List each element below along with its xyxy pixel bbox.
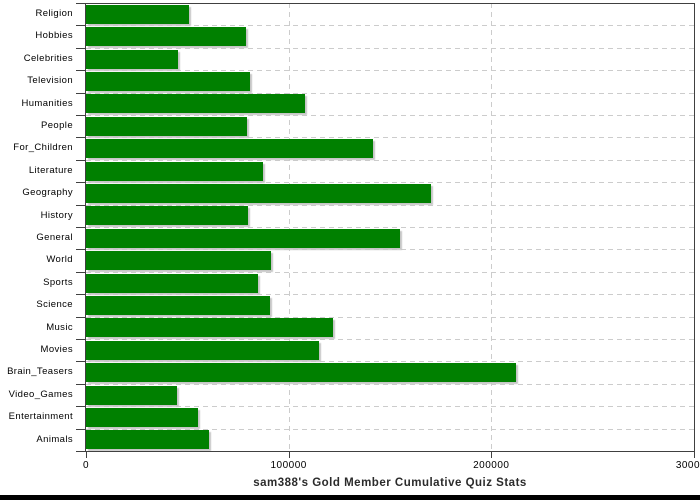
y-axis-tick <box>76 294 86 296</box>
category-label: People <box>41 120 73 131</box>
bar-religion <box>86 4 190 24</box>
y-axis-tick <box>76 339 86 340</box>
y-axis-tick <box>76 182 86 184</box>
y-axis-tick <box>76 249 86 251</box>
bar-literature <box>86 161 264 181</box>
bar-movies <box>86 340 320 360</box>
y-axis-tick <box>76 137 86 139</box>
category-label: General <box>36 232 73 243</box>
bar-history <box>86 206 249 226</box>
y-axis-tick <box>76 3 86 4</box>
horizontal-gridline <box>86 159 695 161</box>
y-axis-tick <box>76 383 86 385</box>
bar-video_games <box>86 385 178 405</box>
category-label: Animals <box>36 433 73 445</box>
horizontal-gridline <box>86 227 695 228</box>
y-axis-tick <box>76 227 86 228</box>
horizontal-gridline <box>86 316 695 318</box>
horizontal-gridline <box>86 182 695 184</box>
bar-entertainment <box>86 407 198 427</box>
x-axis-tick-label: 100000 <box>270 460 307 471</box>
category-label: Literature <box>28 164 73 176</box>
category-label: Religion <box>35 8 73 19</box>
x-axis-tick <box>86 452 87 458</box>
horizontal-gridline <box>86 406 695 408</box>
horizontal-gridline <box>86 383 695 385</box>
x-axis-tick-label: 0 <box>82 460 90 471</box>
y-axis-tick <box>76 204 86 206</box>
category-label: Entertainment <box>8 411 73 423</box>
category-label: Brain_Teasers <box>7 366 73 378</box>
category-label: History <box>40 209 73 221</box>
y-axis-tick <box>76 361 86 363</box>
y-axis-tick <box>76 451 86 452</box>
horizontal-gridline <box>86 70 695 72</box>
category-label: Celebrities <box>23 52 73 64</box>
x-axis-tick-label: 300000 <box>675 460 700 471</box>
y-axis-tick <box>76 47 86 49</box>
y-axis-tick <box>76 406 86 408</box>
horizontal-gridline <box>86 25 695 27</box>
bar-hobbies <box>86 27 247 47</box>
category-label: Science <box>36 299 73 311</box>
horizontal-gridline <box>86 249 695 251</box>
y-axis-tick <box>76 25 86 27</box>
x-axis-tick <box>288 452 290 458</box>
horizontal-gridline <box>86 271 695 273</box>
horizontal-gridline <box>86 47 695 49</box>
y-axis-tick <box>76 115 86 116</box>
plot-area <box>86 3 695 451</box>
footer-divider-bar <box>0 495 700 500</box>
x-axis-tick <box>694 452 695 458</box>
chart-title: sam388's Gold Member Cumulative Quiz Sta… <box>253 477 527 489</box>
y-axis-tick <box>76 428 86 430</box>
horizontal-gridline <box>86 115 695 116</box>
horizontal-gridline <box>86 204 695 206</box>
y-axis-tick <box>76 316 86 318</box>
bar-brain_teasers <box>86 363 516 383</box>
category-label: Movies <box>40 344 73 355</box>
horizontal-gridline <box>86 137 695 139</box>
bar-people <box>86 116 248 136</box>
x-axis-tick-label: 200000 <box>473 460 510 471</box>
horizontal-gridline <box>86 428 695 430</box>
bar-for_children <box>86 139 373 159</box>
bar-general <box>86 228 401 248</box>
bar-geography <box>86 183 431 203</box>
horizontal-gridline <box>86 92 695 94</box>
y-axis-tick <box>76 159 86 161</box>
bar-world <box>86 251 272 271</box>
bar-sports <box>86 273 259 293</box>
bar-celebrities <box>86 49 179 69</box>
category-label: Video_Games <box>8 388 73 400</box>
category-label: Music <box>46 321 73 333</box>
bar-humanities <box>86 94 305 114</box>
bar-animals <box>86 430 209 450</box>
bar-science <box>86 295 271 315</box>
y-axis-tick <box>76 92 86 94</box>
category-label: Hobbies <box>35 30 73 42</box>
category-label: World <box>46 254 73 266</box>
category-label: Geography <box>22 187 73 199</box>
x-axis-tick <box>491 452 493 458</box>
bar-music <box>86 318 334 338</box>
y-axis-tick <box>76 271 86 273</box>
category-label: For_Children <box>13 142 73 154</box>
horizontal-gridline <box>86 294 695 296</box>
bar-television <box>86 71 251 91</box>
category-label: Television <box>27 75 73 87</box>
category-label: Humanities <box>21 97 73 109</box>
horizontal-gridline <box>86 361 695 363</box>
category-label: Sports <box>43 276 73 288</box>
horizontal-gridline <box>86 339 695 340</box>
y-axis-tick <box>76 70 86 72</box>
